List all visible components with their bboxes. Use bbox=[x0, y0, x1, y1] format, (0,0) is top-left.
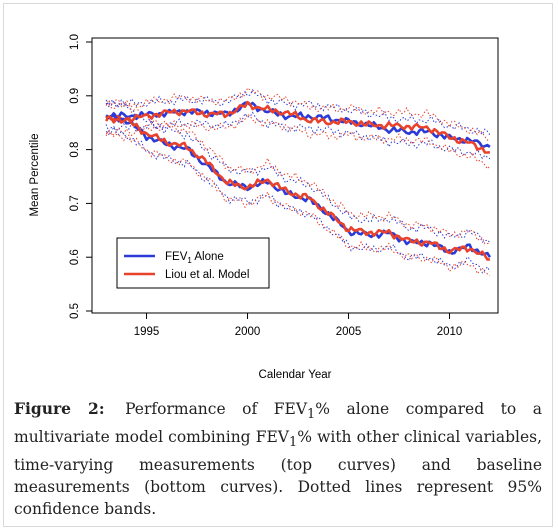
series-timevarying-liou-lower-band bbox=[105, 113, 491, 170]
legend-label-liou-main: Liou et al. Model bbox=[165, 269, 249, 281]
figure-label: Figure 2: bbox=[14, 399, 105, 418]
caption-text-2: % alone compared to a multivariate model… bbox=[14, 400, 542, 447]
x-tick-label-2: 2005 bbox=[336, 326, 362, 338]
plot-frame bbox=[91, 37, 499, 314]
legend: FEV1 Alone Liou et al. Model bbox=[116, 237, 270, 289]
series-timevarying-fev1-lower-band bbox=[105, 111, 491, 160]
caption-text-3: % with other clinical variables, time-va… bbox=[14, 428, 542, 519]
y-axis-label: Mean Percentile bbox=[29, 133, 41, 216]
caption-text-1: Performance of FEV bbox=[108, 400, 308, 418]
x-axis-label: Calendar Year bbox=[259, 369, 332, 381]
caption-sub-2: 1 bbox=[289, 435, 298, 451]
legend-label-fev1-main: FEV bbox=[165, 251, 188, 263]
figure-caption: Figure 2: Performance of FEV1% alone com… bbox=[14, 398, 542, 520]
series-baseline-liou-lower-band bbox=[105, 128, 491, 276]
series-baseline-liou-line bbox=[105, 115, 490, 261]
y-tick-label-2: 0.7 bbox=[69, 195, 81, 211]
y-tick-label-3: 0.8 bbox=[69, 142, 81, 158]
series-baseline-fev1-line bbox=[105, 114, 492, 258]
y-tick-label-4: 0.9 bbox=[69, 88, 81, 104]
series-timevarying-liou-upper-band bbox=[106, 87, 491, 141]
series-baseline-liou-upper-band bbox=[105, 98, 490, 245]
x-axis: 1995 2000 2005 2010 bbox=[134, 313, 463, 338]
series-lines bbox=[104, 100, 492, 261]
y-axis: 0.5 0.6 0.7 0.8 0.9 1.0 bbox=[69, 34, 92, 319]
y-tick-label-1: 0.6 bbox=[69, 249, 81, 265]
y-tick-label-5: 1.0 bbox=[69, 34, 81, 50]
figure-container bbox=[3, 3, 553, 527]
legend-label-fev1-rest: Alone bbox=[192, 251, 224, 263]
series-timevarying-fev1-upper-band bbox=[105, 88, 491, 136]
line-chart: 1995 2000 2005 2010 0.5 0.6 0.7 0.8 0.9 1.0 Cale… bbox=[29, 34, 499, 381]
confidence-bands bbox=[105, 87, 491, 276]
series-baseline-fev1-upper-band bbox=[105, 99, 491, 244]
y-tick-label-0: 0.5 bbox=[69, 303, 81, 319]
series-baseline-fev1-lower-band bbox=[105, 126, 491, 274]
x-tick-label-1: 2000 bbox=[235, 326, 261, 338]
series-timevarying-liou-line bbox=[104, 100, 491, 154]
legend-label-liou: Liou et al. Model bbox=[165, 269, 249, 281]
legend-label-fev1-sub: 1 bbox=[187, 256, 192, 265]
caption-sub-1: 1 bbox=[307, 407, 316, 423]
x-tick-label-3: 2010 bbox=[437, 326, 463, 338]
legend-box bbox=[116, 237, 270, 289]
x-tick-label-0: 1995 bbox=[134, 326, 160, 338]
legend-label-fev1: FEV1 Alone bbox=[165, 251, 224, 265]
